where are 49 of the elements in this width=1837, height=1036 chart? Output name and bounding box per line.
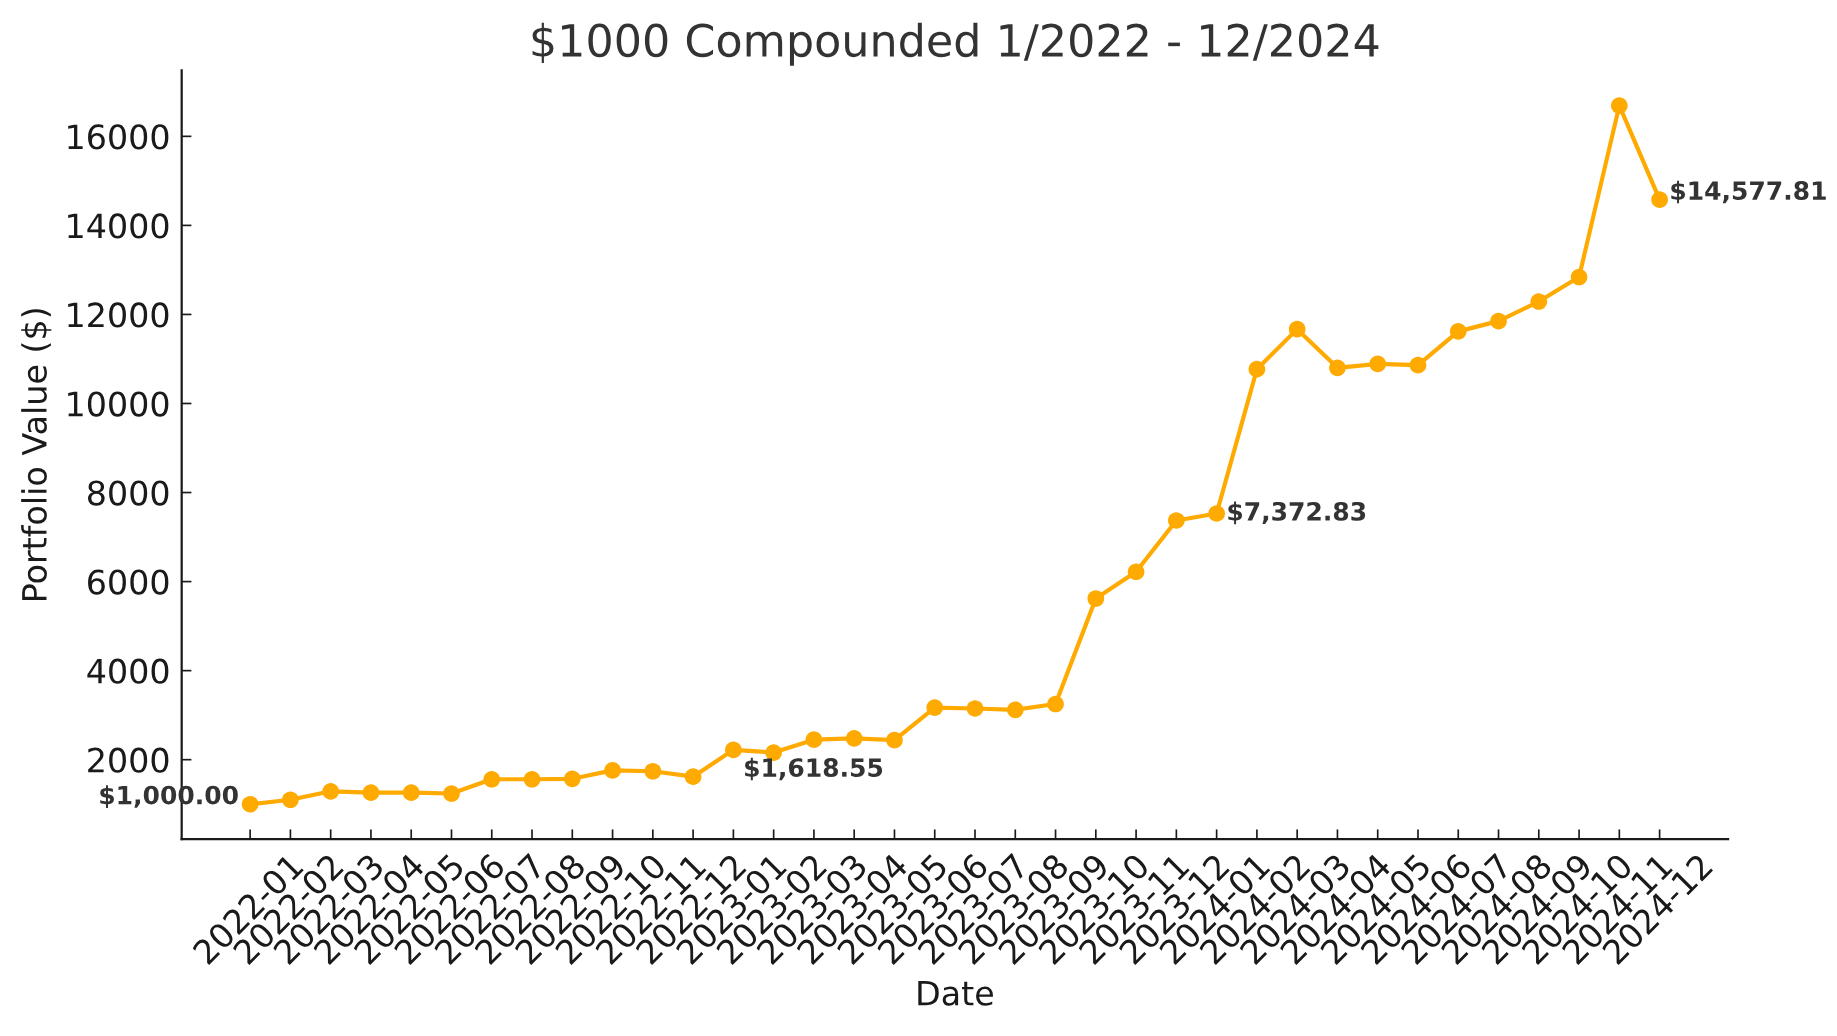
y-tick-label: 16000 bbox=[68, 124, 169, 150]
point bbox=[1530, 293, 1548, 310]
point bbox=[402, 784, 420, 801]
point bbox=[966, 700, 984, 717]
y-tick-label: 6000 bbox=[88, 569, 169, 595]
point bbox=[1087, 590, 1105, 607]
point bbox=[1127, 563, 1145, 581]
y-axis-title: Portfolio Value ($) bbox=[21, 309, 52, 601]
point bbox=[282, 791, 299, 809]
point bbox=[563, 770, 581, 788]
point bbox=[241, 795, 259, 813]
point bbox=[1409, 356, 1427, 374]
annotation: $1,618.55 bbox=[745, 757, 883, 781]
annotation: $14,577.81 bbox=[1671, 180, 1826, 204]
point bbox=[1006, 701, 1024, 719]
point bbox=[1248, 360, 1266, 378]
point bbox=[725, 741, 742, 759]
y-tick-label: 2000 bbox=[88, 747, 169, 773]
point bbox=[845, 729, 863, 747]
point bbox=[1168, 512, 1185, 529]
point bbox=[523, 770, 541, 788]
point bbox=[644, 762, 662, 780]
point bbox=[322, 782, 340, 800]
point bbox=[1208, 505, 1225, 522]
point bbox=[1329, 359, 1346, 377]
point bbox=[604, 762, 621, 779]
point bbox=[1449, 323, 1467, 340]
y-tick-label: 10000 bbox=[68, 391, 169, 417]
y-tick-label: 4000 bbox=[87, 658, 169, 684]
point bbox=[886, 731, 903, 749]
point bbox=[926, 699, 944, 716]
point bbox=[805, 731, 823, 748]
point bbox=[443, 785, 460, 802]
chart-title: $1000 Compounded 1/2022 - 12/2024 bbox=[532, 22, 1379, 66]
point bbox=[1611, 97, 1628, 114]
point bbox=[1369, 355, 1387, 373]
annotation: $7,372.83 bbox=[1228, 501, 1366, 525]
point bbox=[1570, 268, 1588, 286]
point bbox=[1651, 191, 1668, 208]
point bbox=[483, 770, 501, 788]
point bbox=[684, 768, 702, 785]
point bbox=[1490, 312, 1507, 330]
point bbox=[1047, 695, 1064, 713]
y-tick-label: 8000 bbox=[88, 480, 169, 506]
point bbox=[362, 784, 380, 801]
point bbox=[1288, 320, 1306, 338]
y-tick-label: 12000 bbox=[68, 302, 169, 328]
y-tick-label: 14000 bbox=[68, 213, 169, 239]
x-axis-title: Date bbox=[918, 980, 993, 1006]
